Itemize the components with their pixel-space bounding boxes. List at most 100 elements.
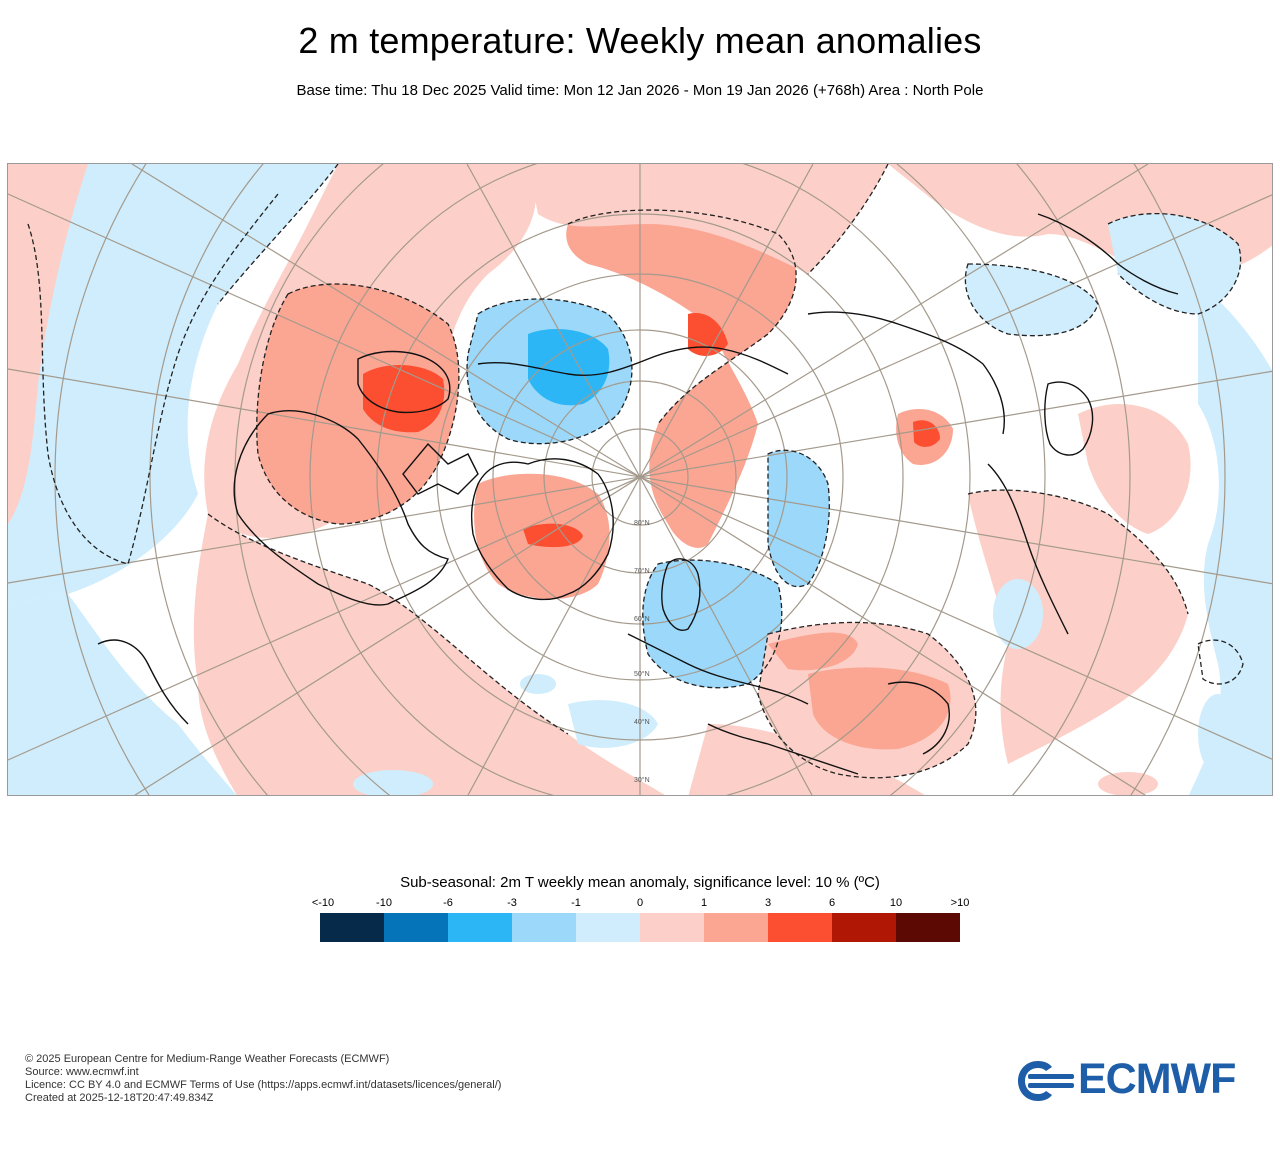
- anomaly-patch-cool: [520, 674, 556, 694]
- graticule-meridian: [639, 194, 1272, 478]
- coastline-japan-korea: [1044, 381, 1094, 456]
- legend-ticks: <-10 -10 -6 -3 -1 0 1 3 6 10 >10: [312, 897, 970, 911]
- anomaly-fields: [8, 164, 1272, 795]
- lat-label-30: 30°N: [634, 776, 650, 784]
- graticule-meridian: [466, 164, 641, 478]
- footer: © 2025 European Centre for Medium-Range …: [25, 1053, 501, 1105]
- anomaly-region-warm-eastern-europe: [768, 632, 858, 671]
- lat-label-60: 60°N: [634, 615, 650, 623]
- lat-label-80: 80°N: [634, 519, 650, 527]
- legend-swatch: [768, 913, 832, 942]
- significance-contour: [256, 283, 460, 525]
- coastline-asia-east: [807, 311, 1005, 435]
- anomaly-region-warm-alaska: [256, 284, 459, 524]
- lat-label-40: 40°N: [634, 718, 650, 726]
- coastline-europe: [627, 633, 809, 705]
- significance-contour: [967, 489, 1189, 615]
- significance-contour: [466, 298, 633, 445]
- graticule-meridian: [639, 476, 1146, 795]
- anomaly-region-warm-arctic: [566, 210, 797, 548]
- legend-tick: 10: [889, 897, 903, 909]
- graticule-meridian: [8, 476, 641, 761]
- anomaly-region-cold-south-west: [8, 594, 237, 795]
- anomaly-region-cool-balkans: [568, 700, 658, 748]
- legend-tick: -1: [571, 897, 581, 909]
- anomaly-region-cold-central-asia: [768, 450, 830, 587]
- significance-contours: [27, 164, 1244, 779]
- graticule-meridian: [8, 193, 641, 478]
- legend-swatch: [512, 913, 576, 942]
- footer-copyright: © 2025 European Centre for Medium-Range …: [25, 1053, 390, 1065]
- anomaly-region-cold-west-core: [28, 184, 278, 564]
- legend-tick: 6: [828, 897, 836, 909]
- anomaly-region-warm-far-west: [8, 164, 88, 524]
- legend-swatch: [832, 913, 896, 942]
- graticule-meridian: [8, 368, 641, 478]
- coastline-north-america: [233, 410, 449, 606]
- significance-contour: [567, 209, 797, 425]
- legend-title: Sub-seasonal: 2m T weekly mean anomaly, …: [400, 874, 880, 891]
- anomaly-region-warm-japan: [1078, 404, 1191, 534]
- graticule-meridian: [8, 476, 641, 584]
- map-title: 2 m temperature: Weekly mean anomalies: [298, 20, 982, 61]
- graticule: [8, 164, 1272, 795]
- anomaly-patch-warm: [1098, 772, 1158, 795]
- ecmwf-logo: ECMWF: [1016, 1055, 1261, 1104]
- ecmwf-logo-icon: [1018, 1061, 1074, 1101]
- coastline-greenland: [470, 458, 614, 601]
- legend-tick: -10: [376, 897, 392, 909]
- anomaly-region-warm-atlantic: [193, 514, 665, 795]
- graticule-meridian: [639, 164, 1149, 478]
- legend-tick: 0: [636, 897, 644, 909]
- legend-swatch: [320, 913, 384, 942]
- significance-contour: [1107, 213, 1242, 315]
- legend-colorbar: [320, 913, 960, 942]
- polar-map-svg: 80°N 70°N 60°N 50°N 40°N 30°N: [8, 164, 1272, 795]
- legend-swatch: [640, 913, 704, 942]
- graticule-lat-10: [149, 164, 1131, 795]
- footer-source: Source: www.ecmwf.int: [25, 1066, 139, 1078]
- legend-tick: -3: [507, 897, 517, 909]
- graticule-meridian: [467, 476, 641, 795]
- coastline-siberia: [477, 346, 789, 377]
- anomaly-region-warm-east-asia: [968, 490, 1188, 764]
- anomaly-region-cold-europe: [642, 560, 782, 688]
- anomaly-patch-cool: [993, 579, 1043, 649]
- significance-contour: [964, 263, 1099, 337]
- ecmwf-logo-text: ECMWF: [1078, 1055, 1236, 1103]
- graticule-lat-0: [54, 164, 1226, 795]
- graticule-meridian: [131, 164, 641, 478]
- coastline-west-asia: [97, 639, 189, 725]
- graticule-meridian: [639, 476, 813, 795]
- anomaly-patch-cool: [1198, 694, 1238, 774]
- legend-swatch: [576, 913, 640, 942]
- significance-contour: [757, 621, 977, 779]
- legend-tick: >10: [950, 897, 970, 909]
- significance-contour: [207, 513, 569, 735]
- legend-swatch: [448, 913, 512, 942]
- legend-tick: 3: [764, 897, 772, 909]
- anomaly-region-warmer-middle-east: [808, 667, 951, 750]
- anomaly-region-hot-east-patch: [913, 420, 940, 447]
- graticule-lat-30: [309, 164, 971, 795]
- graticule-meridian: [639, 370, 1272, 478]
- graticule-meridian: [134, 476, 641, 795]
- anomaly-map: 80°N 70°N 60°N 50°N 40°N 30°N: [7, 163, 1273, 796]
- anomaly-region-very-cold-siberia: [528, 329, 610, 406]
- legend-swatch: [896, 913, 960, 942]
- legend-swatch: [704, 913, 768, 942]
- significance-contour: [217, 164, 339, 305]
- lat-label-50: 50°N: [634, 670, 650, 678]
- anomaly-region-hot-arctic: [688, 313, 728, 356]
- coastline-canadian-archipelago: [402, 442, 479, 495]
- legend-swatch: [384, 913, 448, 942]
- legend-tick: 1: [700, 897, 708, 909]
- significance-contour: [807, 164, 889, 275]
- legend-tick: <-10: [311, 897, 335, 909]
- coastline-east-asia-north: [1037, 213, 1179, 295]
- anomaly-region-hot-alaska: [363, 364, 445, 433]
- significance-contour: [767, 449, 830, 588]
- coastline-alaska: [357, 350, 451, 414]
- map-subtitle: Base time: Thu 18 Dec 2025 Valid time: M…: [296, 82, 984, 99]
- coastline-arabia: [887, 681, 950, 755]
